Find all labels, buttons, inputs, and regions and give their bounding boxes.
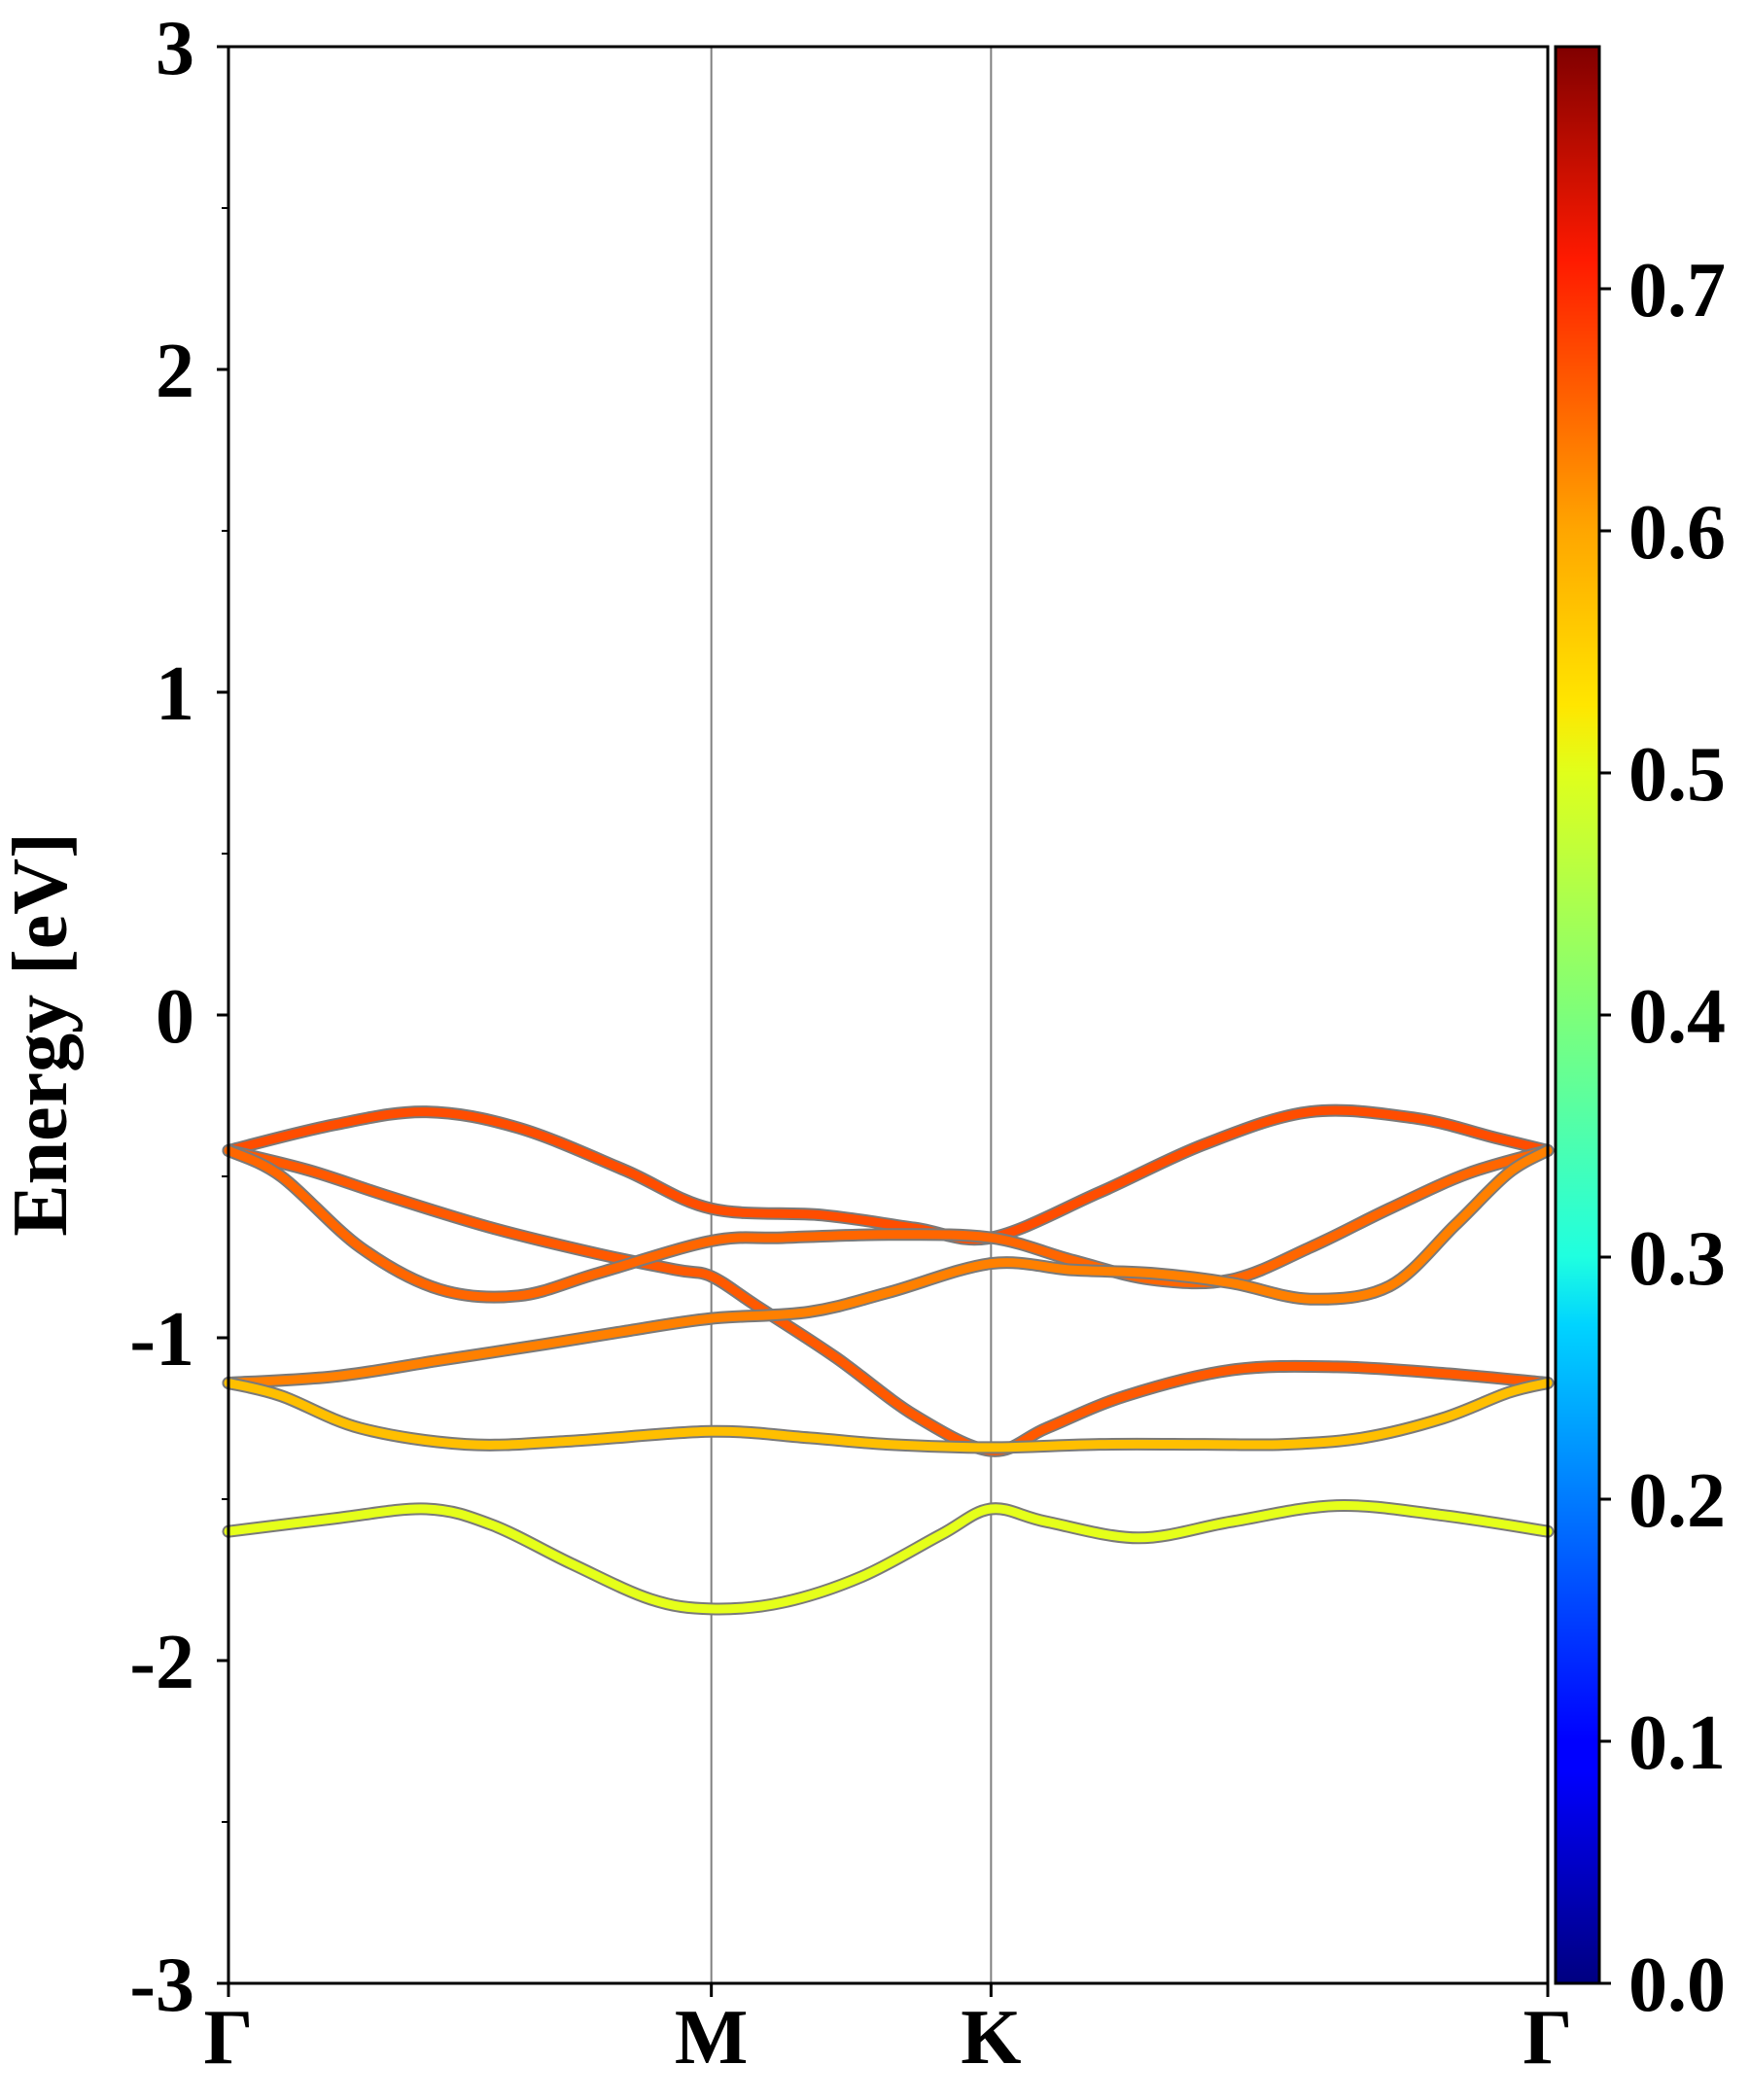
y-tick-label: -1 (129, 1297, 194, 1382)
colorbar: 0.0 0.1 0.2 0.3 0.4 0.5 0.6 0.7 (1554, 45, 1726, 2028)
colorbar-ticks: 0.0 0.1 0.2 0.3 0.4 0.5 0.6 0.7 (1599, 248, 1726, 2028)
plot-area: 3 2 1 0 -1 -2 -3 Γ M K Γ Energy [eV] (0, 6, 1572, 2081)
plot-frame (227, 45, 1550, 1985)
colorbar-gradient (1554, 45, 1601, 1985)
band-1 (224, 1105, 1553, 1244)
y-tick-label: -3 (129, 1942, 194, 2028)
band-4 (224, 1145, 1553, 1387)
colorbar-tick-label: 0.4 (1628, 974, 1726, 1060)
x-tick-label-M: M (675, 1995, 749, 2081)
x-tick-label-Γ: Γ (1523, 1995, 1573, 2081)
band-3 (224, 1145, 1553, 1302)
high-symmetry-lines (710, 47, 993, 1983)
x-tick-label-Γ: Γ (204, 1995, 254, 2081)
band-4-outline (222, 1143, 1555, 1389)
colorbar-tick-label: 0.2 (1628, 1458, 1726, 1544)
band-5 (224, 1379, 1553, 1452)
y-axis-title: Energy [eV] (0, 832, 84, 1236)
colorbar-tick-label: 0.3 (1628, 1216, 1726, 1302)
colorbar-tick-label: 0.5 (1628, 732, 1726, 818)
band-lines (222, 1103, 1555, 1616)
colorbar-tick-label: 0.6 (1628, 490, 1726, 576)
colorbar-tick-label: 0.0 (1628, 1942, 1726, 2028)
y-tick-label: 1 (156, 651, 194, 737)
y-axis-ticks: 3 2 1 0 -1 -2 -3 (129, 6, 228, 2028)
colorbar-tick-label: 0.1 (1628, 1700, 1726, 1786)
band-6 (224, 1500, 1553, 1614)
y-tick-label: 3 (156, 6, 194, 91)
x-tick-label-K: K (961, 1995, 1021, 2081)
y-tick-label: -2 (129, 1620, 194, 1705)
band-6-outline (222, 1498, 1555, 1616)
y-tick-label: 2 (156, 329, 194, 414)
band-2 (224, 1145, 1553, 1455)
colorbar-tick-label: 0.7 (1628, 248, 1726, 333)
y-tick-label: 0 (156, 974, 194, 1060)
